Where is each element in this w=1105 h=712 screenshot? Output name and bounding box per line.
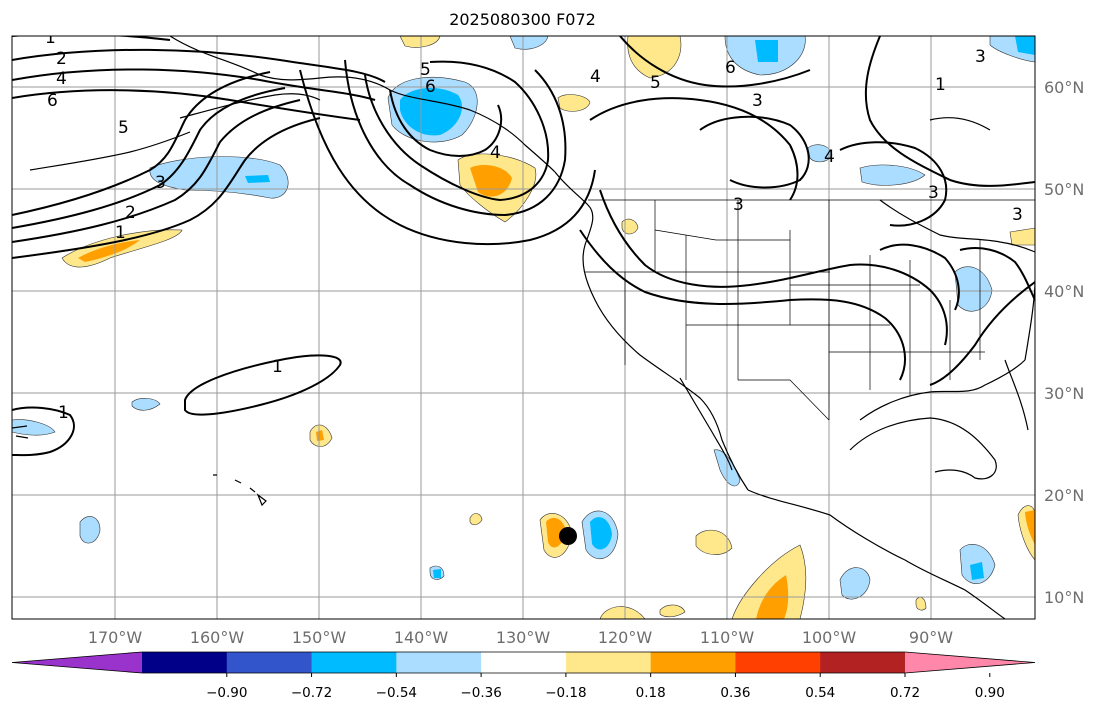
longitude-axis: 170°W 160°W 150°W 140°W 130°W 120°W 110°… (88, 628, 953, 647)
contour-label: 3 (975, 47, 986, 67)
contour-label: 3 (928, 183, 939, 203)
colorbar-tick-label: 0.18 (636, 685, 666, 701)
latitude-label: 50°N (1044, 180, 1084, 199)
contour-label: 3 (733, 195, 744, 215)
latitude-label: 20°N (1044, 486, 1084, 505)
negative-anomaly-strong (1015, 36, 1035, 55)
colorbar-segment (650, 652, 736, 673)
contour-label: 5 (118, 118, 129, 138)
contour-label: 6 (47, 91, 58, 111)
longitude-label: 160°W (190, 628, 245, 647)
contour-labels: 1 2 4 6 5 3 2 1 6 5 4 4 5 6 3 1 3 3 4 3 … (45, 28, 1023, 423)
longitude-label: 120°W (598, 628, 653, 647)
longitude-label: 140°W (394, 628, 449, 647)
positive-anomaly-light (659, 604, 686, 618)
map-title: 2025080300 F072 (449, 10, 596, 29)
negative-anomaly-strong (970, 562, 984, 580)
colorbar-tick-label: −0.90 (206, 685, 247, 701)
contour-label: 6 (425, 77, 436, 97)
contour-label: 1 (45, 28, 56, 48)
contour-label: 2 (125, 203, 136, 223)
contour-label: 5 (650, 73, 661, 93)
contour-label: 3 (155, 173, 166, 193)
negative-anomaly-light (954, 266, 993, 312)
contour-label: 1 (58, 403, 69, 423)
colorbar-segment (311, 652, 397, 673)
colorbar-segment (142, 652, 228, 673)
longitude-label: 150°W (292, 628, 347, 647)
colorbar-tick-label: 0.54 (805, 685, 835, 701)
contour-label: 3 (1012, 205, 1023, 225)
negative-anomaly-strong (433, 569, 441, 578)
colorbar-labels: −0.90 −0.72 −0.54 −0.36 −0.18 0.18 0.36 0.54 0.7… (206, 673, 1005, 701)
longitude-label: 170°W (88, 628, 143, 647)
positive-anomaly-strong (316, 430, 324, 441)
negative-anomaly-light (859, 164, 926, 186)
colorbar-segment (565, 652, 652, 673)
contour-label: 4 (590, 67, 601, 87)
colorbar-tick-label: −0.18 (545, 685, 586, 701)
negative-anomaly-strong (245, 175, 270, 183)
contour-label: 2 (56, 49, 67, 69)
colorbar-segment (820, 652, 906, 673)
storm-center-marker (559, 527, 577, 545)
contour-label: 5 (420, 60, 431, 80)
positive-anomaly-light (557, 94, 591, 112)
latitude-axis: 60°N 50°N 40°N 30°N 20°N 10°N (1044, 78, 1084, 607)
positive-anomaly-strong (78, 240, 140, 262)
contour-label: 6 (725, 58, 736, 78)
contour-label: 1 (272, 357, 283, 377)
colorbar-segment (396, 652, 482, 673)
colorbar-tick-label: 0.90 (975, 685, 1005, 701)
positive-anomaly-light (627, 36, 682, 79)
map-frame (11, 35, 1036, 620)
colorbar-extend-max (905, 652, 1035, 673)
colorbar-segment (735, 652, 821, 673)
negative-anomaly-light (839, 567, 871, 600)
contour-label: 3 (752, 91, 763, 111)
longitude-label: 100°W (802, 628, 857, 647)
latitude-label: 10°N (1044, 588, 1084, 607)
contour-label: 1 (935, 75, 946, 95)
negative-anomaly-light (12, 419, 56, 436)
colorbar-tick-label: −0.72 (291, 685, 332, 701)
colorbar-extend-min (12, 652, 142, 673)
graticule (12, 36, 1035, 619)
contour-label: 1 (115, 223, 126, 243)
colorbar-segment (226, 652, 313, 673)
colorbar-outline (11, 651, 1036, 674)
negative-anomaly-strong (755, 40, 778, 62)
longitude-label: 110°W (700, 628, 755, 647)
longitude-label: 90°W (909, 628, 953, 647)
positive-anomaly-light (469, 513, 483, 526)
colorbar (11, 651, 1036, 674)
negative-anomaly-light (807, 144, 833, 163)
negative-anomaly-light (149, 156, 289, 199)
latitude-label: 40°N (1044, 282, 1084, 301)
contour-label: 4 (56, 69, 67, 89)
colorbar-segment (481, 652, 567, 673)
latitude-label: 60°N (1044, 78, 1084, 97)
negative-anomaly-strong (400, 87, 462, 136)
colorbar-tick-label: −0.54 (376, 685, 417, 701)
contour-label: 4 (490, 143, 501, 163)
colorbar-tick-label: 0.36 (720, 685, 750, 701)
latitude-label: 30°N (1044, 384, 1084, 403)
negative-anomaly-light (79, 516, 101, 544)
longitude-label: 130°W (496, 628, 551, 647)
positive-anomaly-light (695, 529, 733, 555)
colorbar-tick-label: 0.72 (890, 685, 920, 701)
positive-anomaly-light (1009, 227, 1035, 246)
contour-label: 4 (824, 147, 835, 167)
negative-anomaly-light (131, 398, 161, 411)
positive-anomaly-light (621, 218, 639, 235)
negative-anomaly-strong (590, 517, 612, 550)
colorbar-tick-label: −0.36 (460, 685, 501, 701)
positive-anomaly-strong (1025, 510, 1035, 545)
contour-lines (12, 36, 1035, 457)
